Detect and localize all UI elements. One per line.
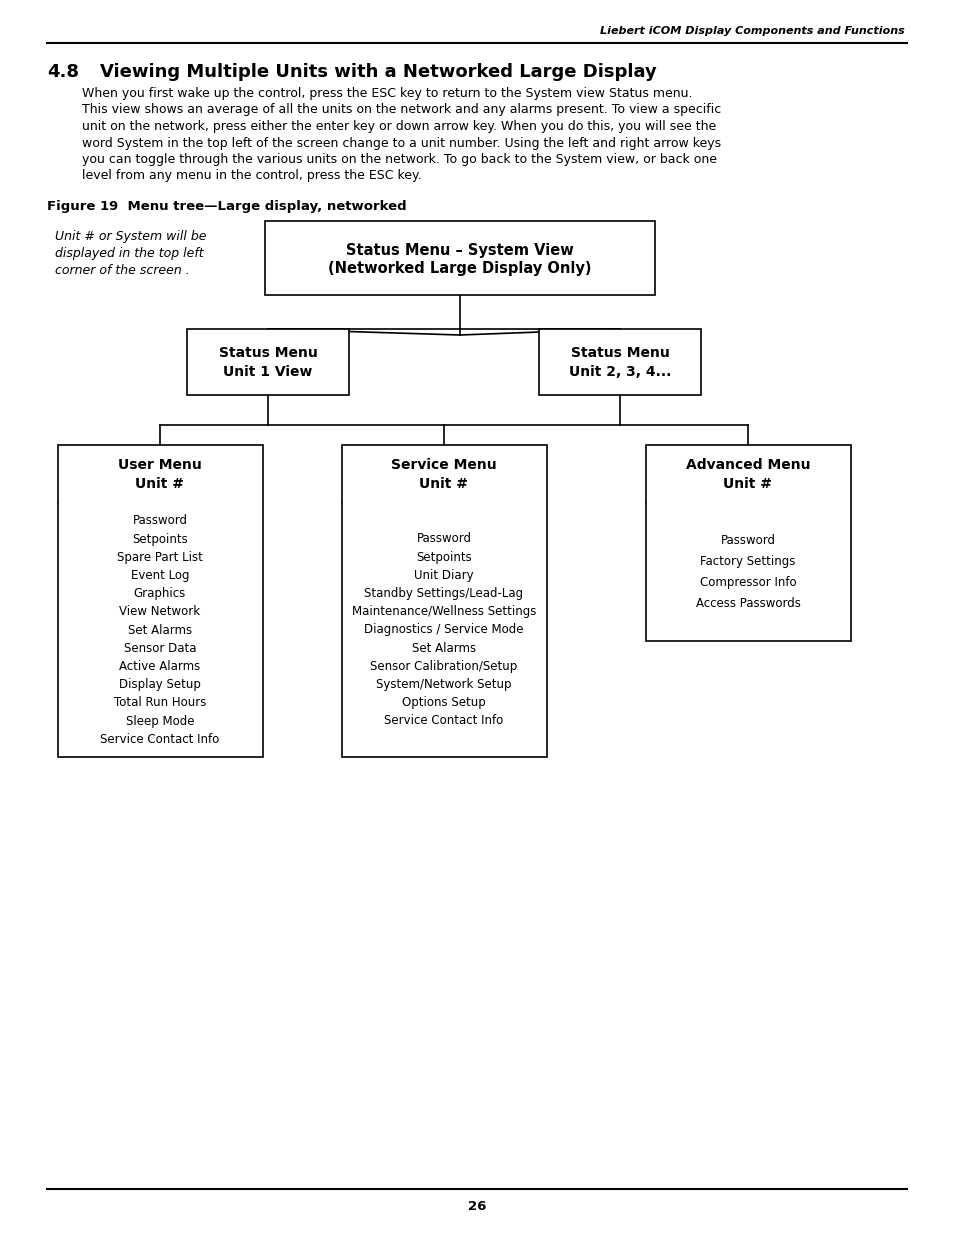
Text: Status Menu – System View: Status Menu – System View [346, 242, 574, 258]
Bar [538, 329, 700, 395]
Text: Unit # or System will be: Unit # or System will be [55, 230, 206, 243]
Text: Password
Setpoints
Unit Diary
Standby Settings/Lead-Lag
Maintenance/Wellness Set: Password Setpoints Unit Diary Standby Se… [352, 532, 536, 727]
Text: Advanced Menu: Advanced Menu [685, 458, 809, 472]
Bar [58, 445, 263, 757]
Text: User Menu: User Menu [118, 458, 202, 472]
Text: you can toggle through the various units on the network. To go back to the Syste: you can toggle through the various units… [82, 153, 717, 165]
Text: Status Menu: Status Menu [218, 346, 317, 359]
Bar [265, 221, 655, 295]
Text: Viewing Multiple Units with a Networked Large Display: Viewing Multiple Units with a Networked … [100, 63, 656, 82]
Bar [187, 329, 349, 395]
Bar [341, 445, 546, 757]
Text: Service Menu: Service Menu [391, 458, 497, 472]
Text: word System in the top left of the screen change to a unit number. Using the lef: word System in the top left of the scree… [82, 137, 720, 149]
Text: Unit #: Unit # [722, 477, 772, 492]
Text: corner of the screen .: corner of the screen . [55, 264, 190, 277]
Text: Unit 2, 3, 4...: Unit 2, 3, 4... [568, 366, 671, 379]
Text: level from any menu in the control, press the ESC key.: level from any menu in the control, pres… [82, 169, 421, 183]
Text: Unit #: Unit # [419, 477, 468, 492]
Text: unit on the network, press either the enter key or down arrow key. When you do t: unit on the network, press either the en… [82, 120, 716, 133]
Text: (Networked Large Display Only): (Networked Large Display Only) [328, 261, 591, 275]
Text: displayed in the top left: displayed in the top left [55, 247, 203, 261]
Text: Password
Setpoints
Spare Part List
Event Log
Graphics
View Network
Set Alarms
Se: Password Setpoints Spare Part List Event… [100, 514, 219, 746]
Text: Unit #: Unit # [135, 477, 184, 492]
Text: When you first wake up the control, press the ESC key to return to the System vi: When you first wake up the control, pres… [82, 86, 692, 100]
Text: 26: 26 [467, 1200, 486, 1214]
Text: Status Menu: Status Menu [570, 346, 669, 359]
Text: 4.8: 4.8 [47, 63, 79, 82]
Text: Unit 1 View: Unit 1 View [223, 366, 313, 379]
Text: Password
Factory Settings
Compressor Info
Access Passwords: Password Factory Settings Compressor Inf… [695, 534, 800, 610]
Text: Liebert iCOM Display Components and Functions: Liebert iCOM Display Components and Func… [599, 26, 904, 36]
Text: This view shows an average of all the units on the network and any alarms presen: This view shows an average of all the un… [82, 104, 720, 116]
Text: Figure 19  Menu tree—Large display, networked: Figure 19 Menu tree—Large display, netwo… [47, 200, 406, 212]
Bar [645, 445, 850, 641]
